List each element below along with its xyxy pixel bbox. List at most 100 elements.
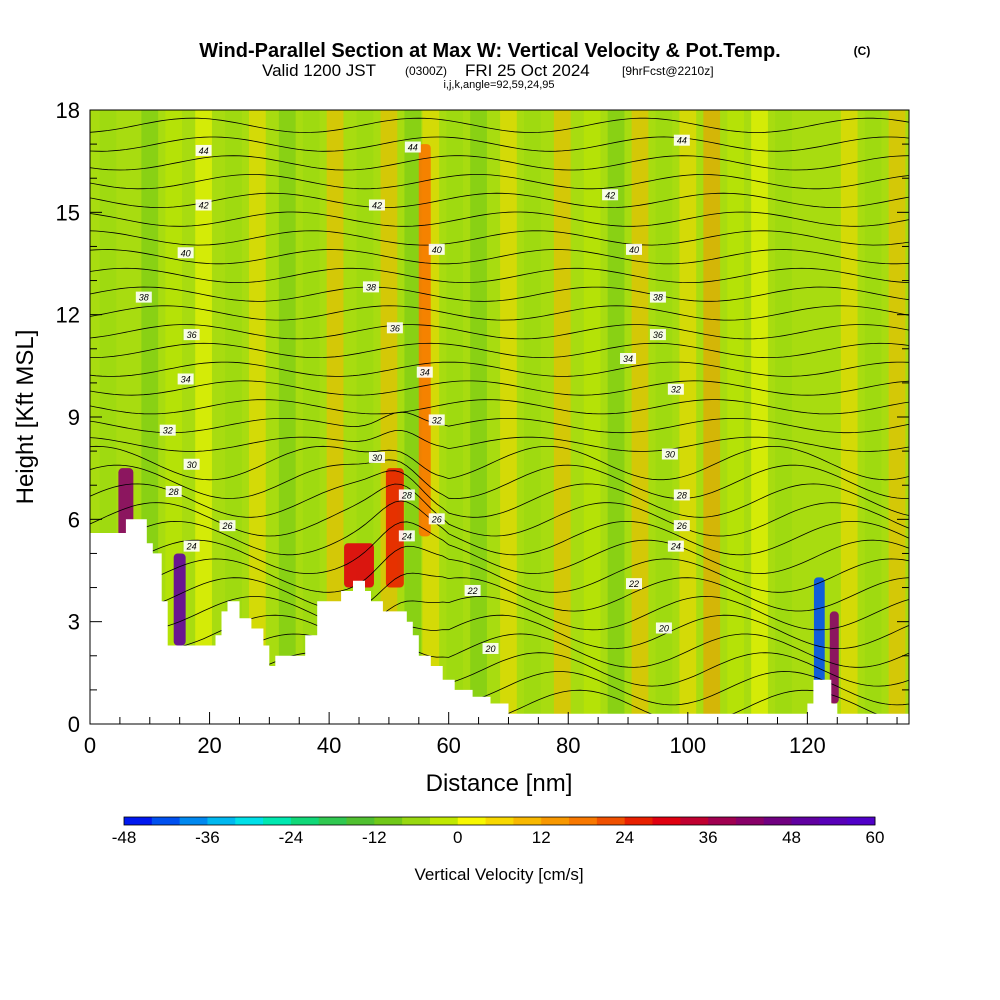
colorbar-segment: [847, 817, 876, 825]
theta-contour-label: 36: [386, 322, 403, 334]
svg-text:24: 24: [670, 542, 681, 552]
colorbar-tick-label: 24: [615, 828, 634, 847]
theta-contour-label: 44: [673, 134, 690, 146]
svg-text:34: 34: [623, 354, 633, 364]
x-tick-label: 100: [669, 733, 706, 758]
colorbar-segment: [124, 817, 153, 825]
theta-contour-label: 24: [183, 540, 200, 552]
svg-text:38: 38: [139, 293, 149, 303]
theta-contour-label: 36: [649, 329, 666, 341]
colorbar-segment: [596, 817, 626, 825]
colorbar-segment: [735, 817, 765, 825]
svg-text:30: 30: [372, 453, 382, 463]
theta-contour-label: 40: [428, 243, 445, 255]
colorbar-segment: [346, 817, 375, 825]
velocity-stripe: [583, 110, 601, 724]
theta-contour-line: [90, 399, 909, 415]
theta-contour-label: 32: [667, 383, 684, 395]
svg-text:36: 36: [187, 330, 197, 340]
theta-contour-label: 38: [135, 291, 152, 303]
y-tick-label: 12: [56, 303, 80, 328]
y-tick-label: 0: [68, 712, 80, 737]
colorbar-segment: [624, 817, 653, 825]
theta-contour-label: 26: [428, 513, 445, 525]
terrain: [90, 519, 909, 724]
indices-label: i,j,k,angle=92,59,24,95: [443, 79, 554, 91]
velocity-stripe: [404, 110, 422, 724]
theta-contour-line: [90, 230, 909, 246]
velocity-stripe: [524, 110, 541, 724]
theta-contour-line: [90, 595, 909, 631]
theta-contour-label: 30: [183, 458, 200, 470]
velocity-stripe: [727, 110, 745, 724]
theta-contour-label: 26: [673, 520, 690, 532]
theta-contour-label: 22: [464, 584, 481, 596]
theta-contour-line: [90, 117, 909, 133]
x-tick-label: 60: [436, 733, 460, 758]
theta-contour-line: [90, 249, 909, 265]
theta-contour-line: [90, 305, 909, 321]
velocity-stripe: [500, 110, 517, 724]
svg-text:40: 40: [181, 248, 191, 258]
velocity-core: [173, 553, 186, 646]
velocity-stripe: [553, 110, 571, 724]
svg-text:30: 30: [665, 450, 675, 460]
y-tick-label: 18: [56, 98, 80, 123]
svg-text:32: 32: [671, 385, 681, 395]
svg-text:24: 24: [401, 531, 412, 541]
velocity-stripe: [302, 110, 320, 724]
svg-text:36: 36: [390, 323, 400, 333]
svg-text:22: 22: [467, 586, 478, 596]
y-axis-label: Height [Kft MSL]: [12, 330, 39, 505]
theta-contour-label: 40: [177, 247, 194, 259]
svg-text:42: 42: [199, 201, 209, 211]
velocity-cores: [118, 144, 839, 704]
svg-text:34: 34: [181, 374, 191, 384]
colorbar-tick-label: 0: [453, 828, 462, 847]
svg-text:28: 28: [168, 487, 179, 497]
velocity-stripe: [775, 110, 792, 724]
velocity-stripe: [703, 110, 721, 724]
svg-text:24: 24: [186, 542, 197, 552]
theta-contour-line: [90, 545, 909, 593]
theta-contour-line: [90, 211, 909, 227]
plot-area: 44 44 44 42 42 42 40 40 40 38 38 38 36 36 36 34 34 34 32 32…: [90, 110, 909, 724]
velocity-stripe: [278, 110, 296, 724]
svg-text:42: 42: [605, 190, 615, 200]
svg-text:42: 42: [372, 201, 382, 211]
colorbar-segment: [791, 817, 820, 825]
theta-contour-label: 20: [482, 642, 499, 654]
svg-text:20: 20: [658, 623, 669, 633]
theta-contour-label: 38: [649, 291, 666, 303]
colorbar-segment: [290, 817, 320, 825]
theta-contour-line: [90, 429, 909, 452]
theta-contour-label: 28: [398, 489, 415, 501]
colorbar-tick-label: 12: [532, 828, 551, 847]
svg-text:32: 32: [432, 415, 442, 425]
x-tick-label: 40: [317, 733, 341, 758]
copyright-mark: (C): [854, 44, 871, 58]
velocity-stripe: [840, 110, 858, 724]
theta-contour-line: [90, 324, 909, 340]
theta-contour-line: [90, 380, 909, 396]
svg-text:34: 34: [420, 368, 430, 378]
theta-contour-label: 24: [667, 540, 684, 552]
y-tick-label: 6: [68, 507, 80, 532]
colorbar-tick-label: -12: [362, 828, 387, 847]
colorbar-segment: [318, 817, 348, 825]
velocity-stripe: [607, 110, 625, 724]
colorbar-segment: [429, 817, 459, 825]
x-tick-label: 20: [197, 733, 221, 758]
velocity-core: [344, 543, 374, 588]
theta-contour-label: 42: [602, 189, 619, 201]
svg-text:28: 28: [676, 490, 687, 500]
svg-text:32: 32: [163, 426, 173, 436]
colorbar-tick-label: 48: [782, 828, 801, 847]
theta-contour-label: 28: [673, 489, 690, 501]
colorbar-tick-label: 36: [699, 828, 718, 847]
theta-contour-label: 42: [368, 199, 385, 211]
colorbar-tick-label: -48: [112, 828, 137, 847]
theta-contour-label: 44: [404, 141, 421, 153]
theta-contour-labels: 44 44 44 42 42 42 40 40 40 38 38 38 36 36 36 34 34 34 32 32…: [135, 134, 690, 654]
